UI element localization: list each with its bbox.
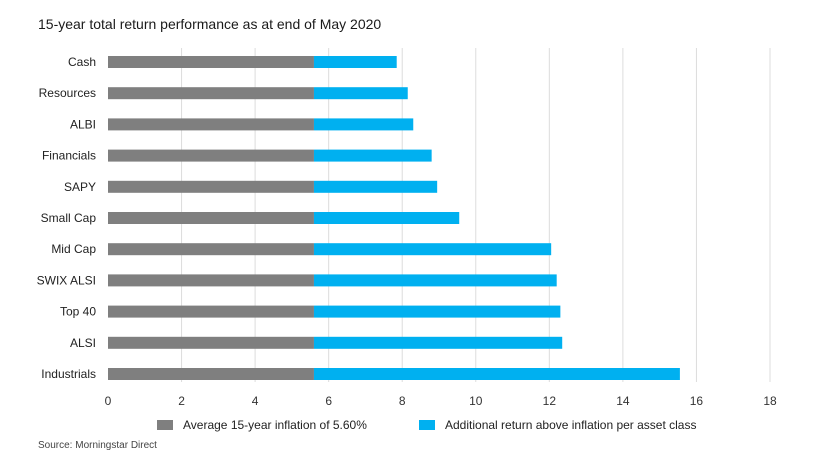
category-label: SAPY	[64, 180, 96, 194]
bar-additional-financials	[313, 149, 432, 162]
bar-additional-sapy	[313, 180, 438, 193]
category-label: Small Cap	[41, 211, 97, 225]
bar-inflation-mid-cap	[108, 243, 314, 256]
category-label: Top 40	[60, 305, 96, 319]
category-label: Resources	[39, 86, 96, 100]
bar-additional-alsi	[313, 336, 563, 349]
category-label: ALBI	[70, 117, 96, 131]
source-note: Source: Morningstar Direct	[38, 440, 157, 451]
category-labels: Cash Resources ALBI Financials SAPY Small Cap…	[37, 55, 97, 381]
bar-additional-resources	[313, 87, 408, 100]
bar-inflation-albi	[108, 118, 314, 131]
x-tick-label: 16	[690, 394, 704, 408]
bar-inflation-small-cap	[108, 212, 314, 224]
category-label: Cash	[68, 55, 96, 69]
x-tick-label: 14	[616, 394, 630, 408]
bar-inflation-resources	[108, 87, 314, 100]
bar-additional-mid-cap	[313, 243, 552, 256]
bar-inflation-industrials	[108, 368, 314, 380]
x-tick-label: 8	[399, 394, 406, 408]
legend-label-additional: Additional return above inflation per as…	[445, 418, 696, 432]
x-tick-label: 18	[763, 394, 777, 408]
x-tick-label: 2	[178, 394, 185, 408]
x-tick-label: 0	[105, 394, 112, 408]
legend-label-inflation: Average 15-year inflation of 5.60%	[183, 418, 367, 432]
bar-additional-albi	[313, 118, 414, 131]
bar-additional-top-40	[313, 305, 561, 318]
x-tick-label: 12	[543, 394, 557, 408]
bar-inflation-cash	[108, 56, 314, 68]
category-label: Financials	[42, 149, 96, 163]
x-tick-label: 10	[469, 394, 483, 408]
chart-title: 15-year total return performance as at e…	[38, 16, 382, 32]
x-tick-label: 4	[252, 394, 259, 408]
legend: Average 15-year inflation of 5.60% Addit…	[157, 418, 696, 432]
bar-inflation-swix-alsi	[108, 274, 314, 287]
legend-swatch-inflation	[157, 420, 173, 430]
x-tick-label: 6	[325, 394, 332, 408]
bar-inflation-top-40	[108, 305, 314, 318]
bar-additional-industrials	[313, 368, 680, 380]
bar-inflation-financials	[108, 149, 314, 162]
category-label: Mid Cap	[51, 242, 96, 256]
x-tick-labels: 0 2 4 6 8 10 12 14 16 18	[105, 394, 777, 408]
category-label: SWIX ALSI	[37, 273, 96, 287]
category-label: ALSI	[70, 336, 96, 350]
bars	[108, 56, 680, 380]
bar-additional-small-cap	[313, 212, 460, 224]
bar-inflation-sapy	[108, 180, 314, 193]
legend-swatch-additional	[419, 420, 435, 430]
bar-additional-cash	[313, 56, 397, 68]
bar-additional-swix-alsi	[313, 274, 557, 287]
bar-inflation-alsi	[108, 336, 314, 349]
category-label: Industrials	[41, 367, 96, 381]
